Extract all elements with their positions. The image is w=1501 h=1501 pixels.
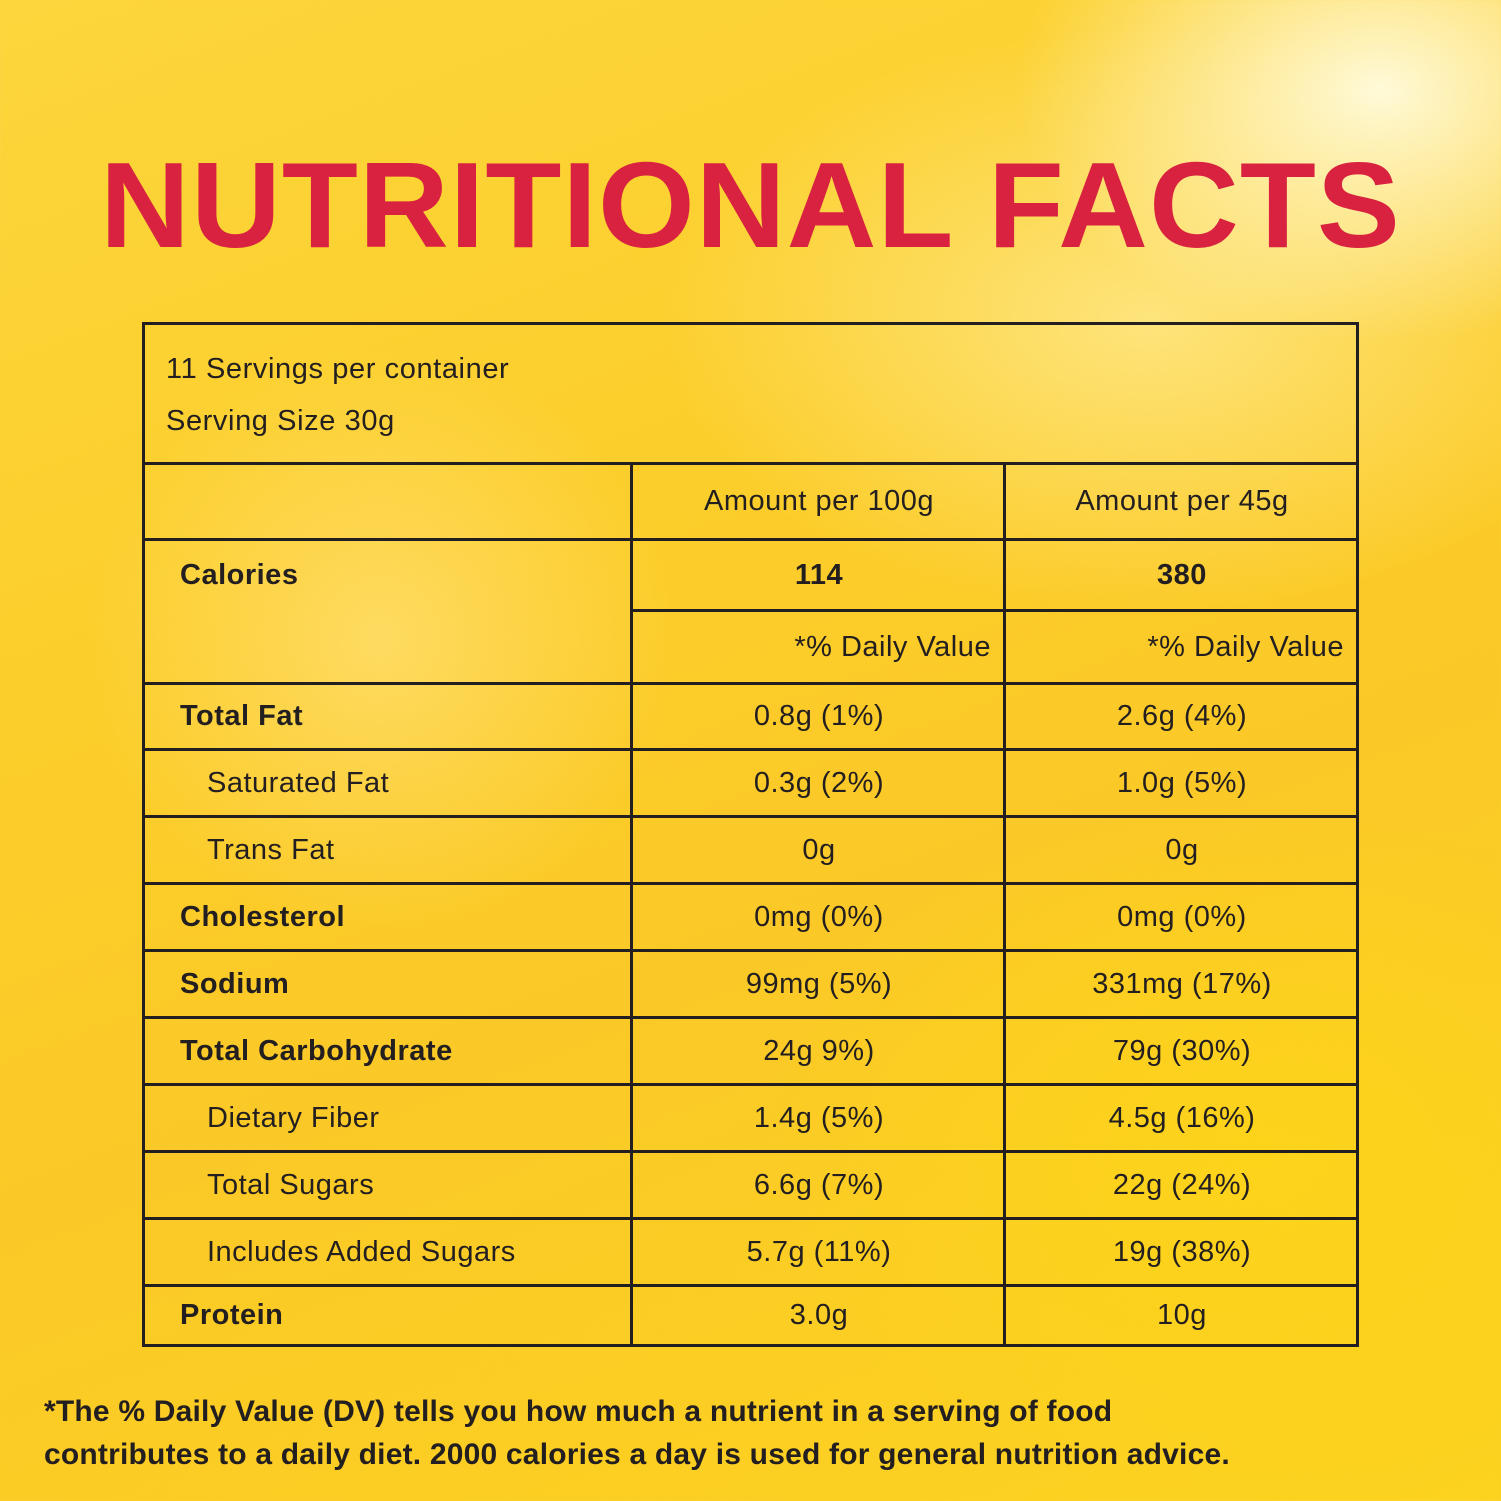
footnote-line: contributes to a daily diet. 2000 calori…	[44, 1438, 1230, 1471]
nutrient-label: Saturated Fat	[207, 766, 390, 799]
nutrient-value-per-100g: 1.4g (5%)	[753, 1101, 885, 1134]
serving-info: 11 Servings per container Serving Size 3…	[145, 325, 1356, 465]
calories-label: Calories	[180, 558, 299, 591]
row-divider	[145, 1217, 1356, 1220]
nutrient-value-per-100g: 5.7g (11%)	[746, 1235, 892, 1268]
nutrient-label: Dietary Fiber	[207, 1101, 380, 1134]
calories-per-100g: 114	[794, 558, 844, 591]
nutrient-value-per-100g: 24g 9%)	[763, 1034, 875, 1067]
serving-size: Serving Size 30g	[166, 405, 395, 437]
nutrient-value-per-100g: 99mg (5%)	[745, 967, 893, 1000]
row-divider	[145, 682, 1356, 685]
nutrient-value-per-45g: 0g	[1165, 833, 1199, 866]
nutrient-value-per-45g: 2.6g (4%)	[1116, 700, 1248, 732]
nutrient-label: Includes Added Sugars	[207, 1235, 516, 1268]
nutrient-label: Total Sugars	[207, 1168, 375, 1201]
nutrient-grid: Amount per 100g Amount per 45g Calories …	[145, 465, 1356, 1344]
daily-value-header: *% Daily Value	[794, 630, 991, 663]
row-divider	[145, 815, 1356, 818]
nutrient-label: Total Fat	[180, 700, 304, 732]
page-title: NUTRITIONAL FACTS	[100, 137, 1401, 273]
column-divider	[630, 465, 633, 1344]
nutrient-value-per-45g: 0mg (0%)	[1117, 900, 1247, 933]
nutrient-value-per-100g: 0mg (0%)	[754, 900, 884, 933]
nutrient-label: Trans Fat	[207, 833, 335, 866]
nutrient-value-per-45g: 79g (30%)	[1112, 1034, 1252, 1067]
footnote-line: *The % Daily Value (DV) tells you how mu…	[44, 1395, 1113, 1428]
nutrient-label: Total Carbohydrate	[180, 1034, 453, 1067]
nutrient-label: Protein	[180, 1299, 284, 1331]
row-divider	[145, 949, 1356, 952]
nutrient-value-per-45g: 10g	[1157, 1299, 1207, 1331]
column-divider	[1003, 465, 1006, 1344]
nutrient-label: Sodium	[180, 967, 290, 1000]
nutrition-facts-table: 11 Servings per container Serving Size 3…	[142, 322, 1359, 1347]
row-divider	[145, 1083, 1356, 1086]
nutrient-value-per-45g: 331mg (17%)	[1092, 967, 1272, 1000]
nutrient-value-per-45g: 22g (24%)	[1112, 1168, 1252, 1201]
nutrient-value-per-45g: 19g (38%)	[1112, 1235, 1252, 1268]
column-header-per-45g: Amount per 45g	[1075, 485, 1289, 517]
nutrient-value-per-100g: 0.8g (1%)	[753, 700, 885, 732]
nutrient-value-per-45g: 1.0g (5%)	[1116, 766, 1248, 799]
row-divider	[633, 609, 1356, 612]
row-divider	[145, 1150, 1356, 1153]
row-divider	[145, 748, 1356, 751]
row-divider	[145, 1284, 1356, 1287]
nutrient-value-per-100g: 6.6g (7%)	[753, 1168, 885, 1201]
nutrient-value-per-100g: 0g	[802, 833, 836, 866]
row-divider	[145, 1016, 1356, 1019]
daily-value-header: *% Daily Value	[1147, 630, 1344, 663]
nutrient-label: Cholesterol	[180, 900, 346, 933]
nutrient-value-per-100g: 3.0g	[789, 1299, 849, 1331]
row-divider	[145, 538, 1356, 541]
column-header-per-100g: Amount per 100g	[704, 485, 934, 517]
row-divider	[145, 882, 1356, 885]
nutrient-value-per-100g: 0.3g (2%)	[753, 766, 885, 799]
servings-per-container: 11 Servings per container	[166, 353, 510, 385]
calories-per-45g: 380	[1157, 558, 1207, 591]
daily-value-footnote: *The % Daily Value (DV) tells you how mu…	[44, 1390, 1464, 1476]
nutrient-value-per-45g: 4.5g (16%)	[1108, 1101, 1256, 1134]
